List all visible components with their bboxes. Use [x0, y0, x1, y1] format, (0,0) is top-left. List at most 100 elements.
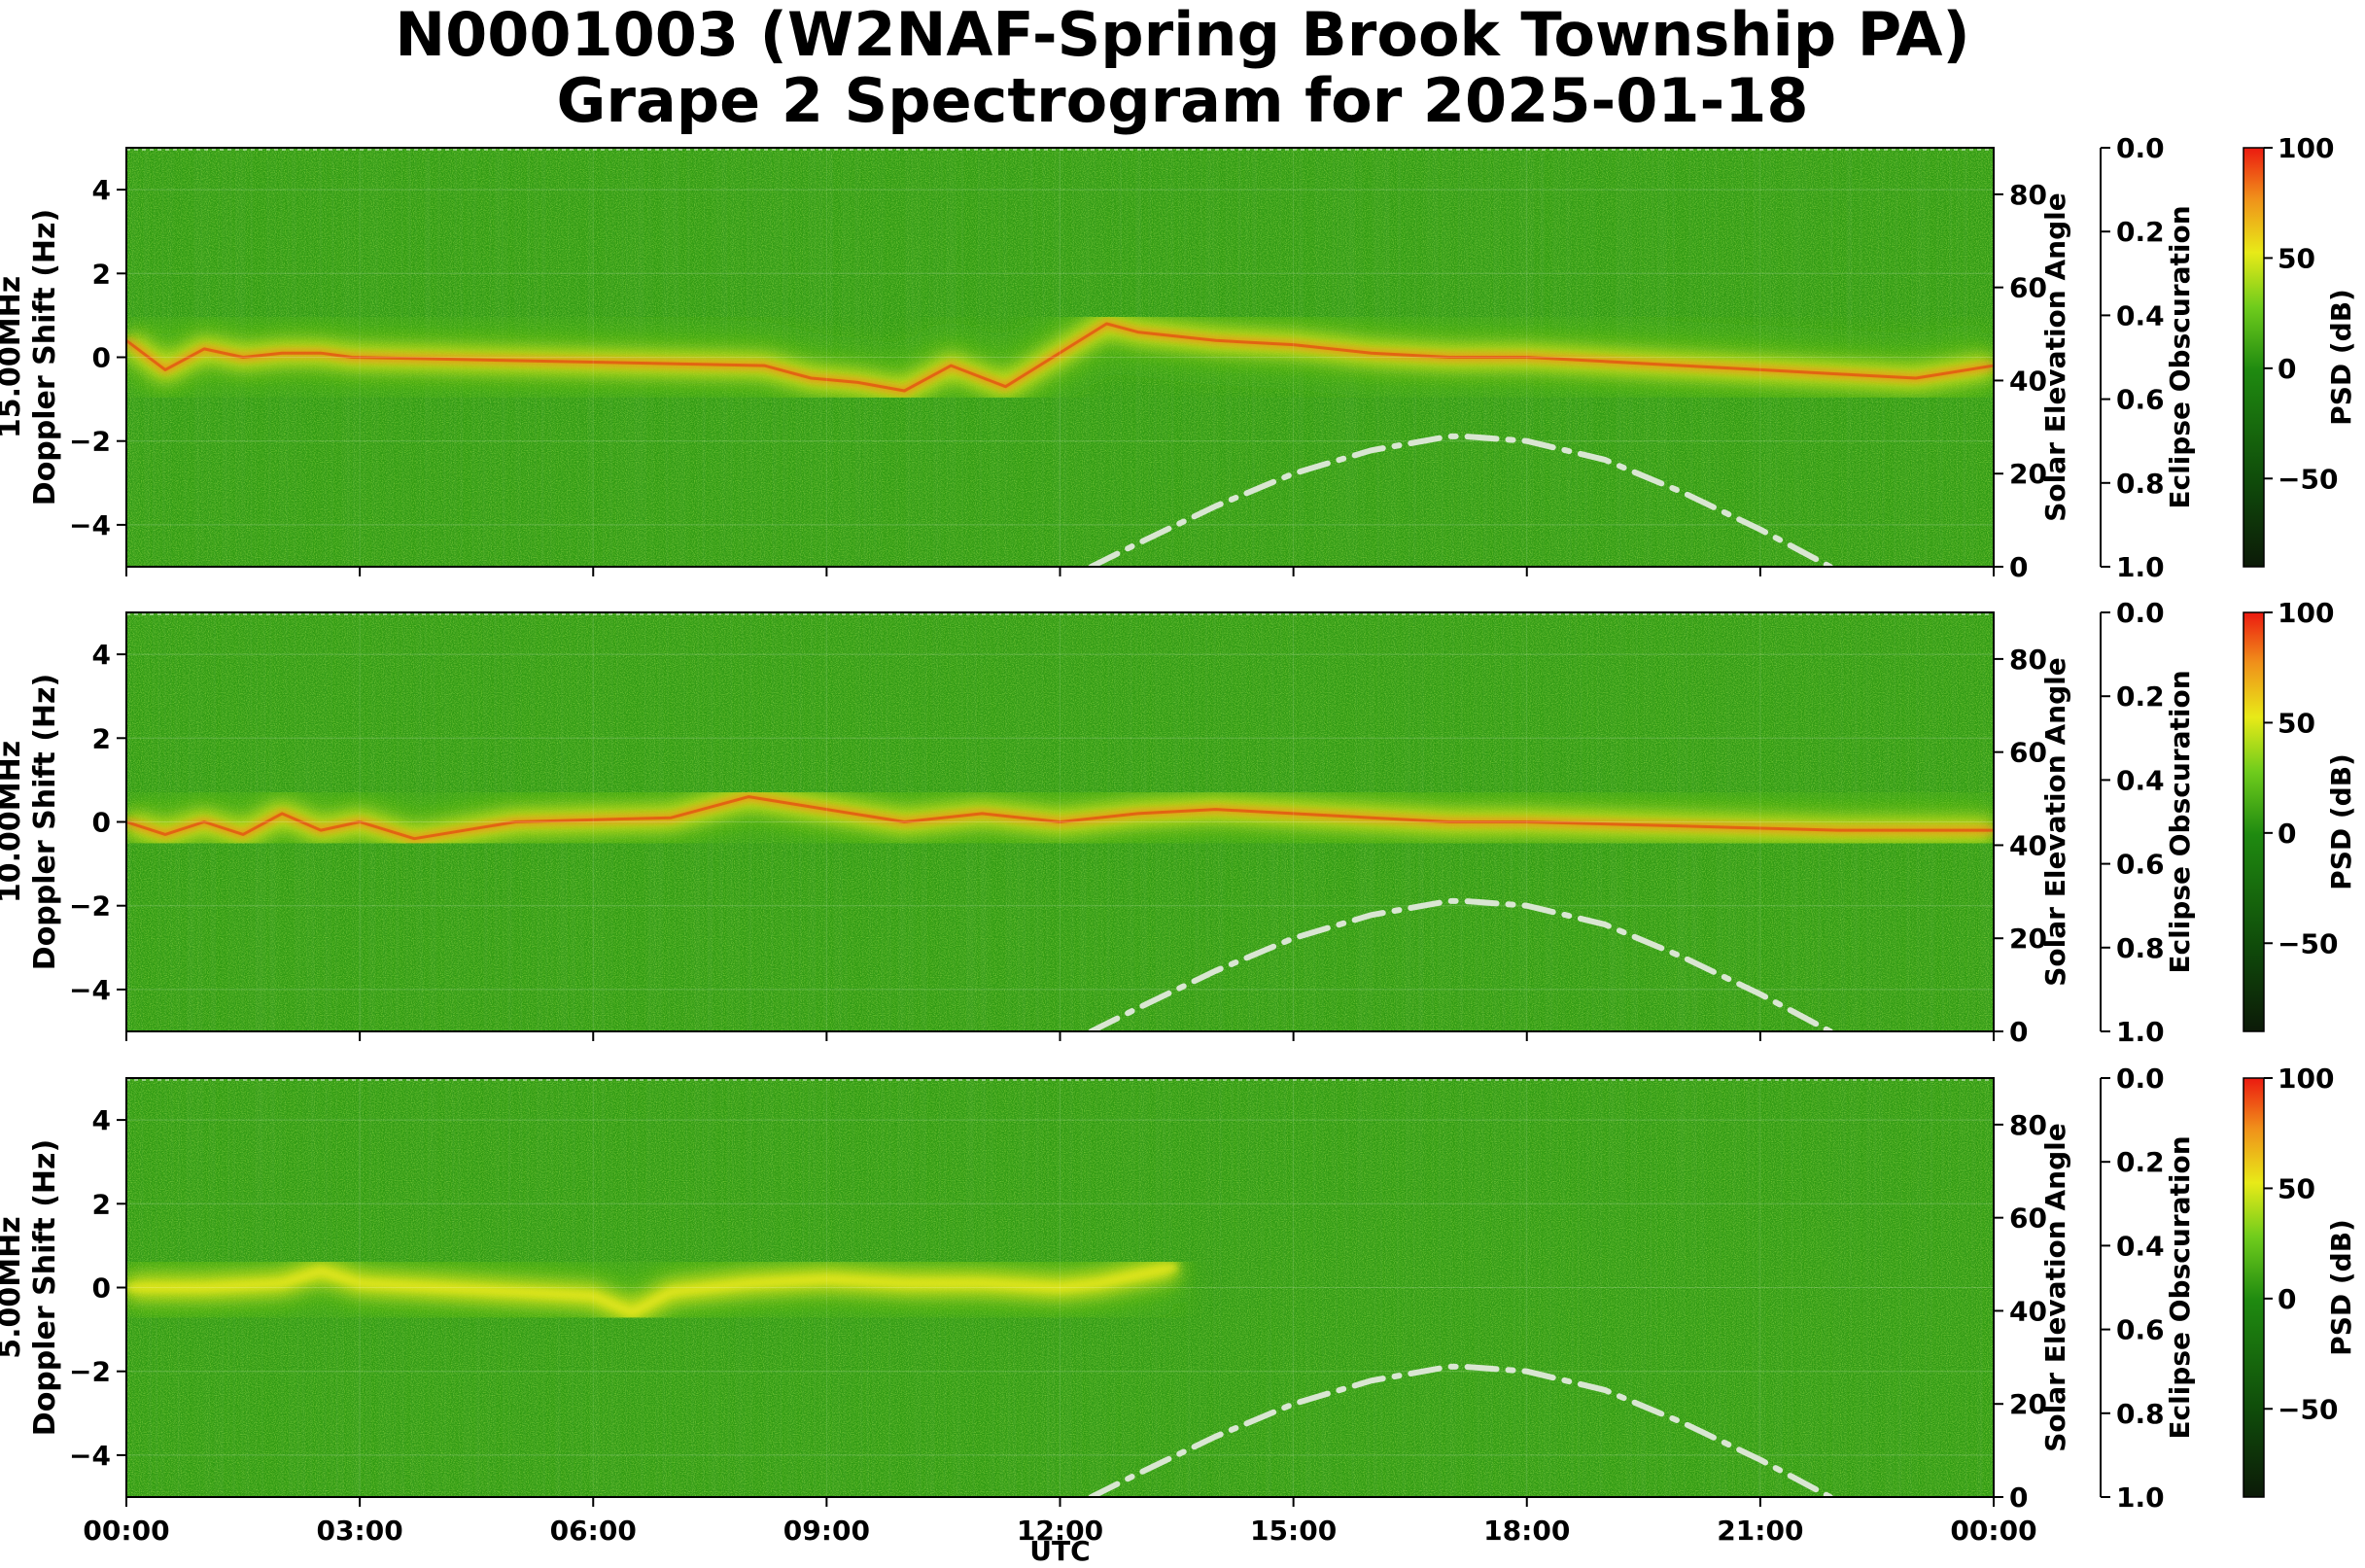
eclipse-tick-label: 0.0 [2116, 1063, 2165, 1095]
y-axis-label-line-2: Doppler Shift (Hz) [28, 209, 62, 505]
solar-axis-label: Solar Elevation Angle [2039, 192, 2071, 521]
colorbar-tick-label: 0 [2278, 818, 2296, 850]
colorbar-tick-label: −50 [2278, 463, 2338, 495]
doppler-trace-line [126, 1263, 1178, 1316]
y-axis-label: 15.00MHzDoppler Shift (Hz) [0, 209, 62, 505]
colorbar [2243, 1077, 2265, 1498]
y-axis-label-line-1: 15.00MHz [0, 276, 27, 438]
eclipse-tick-label: 0.2 [2116, 1146, 2165, 1178]
solar-tick-label: 20 [2009, 923, 2047, 955]
eclipse-tick-label: 0.8 [2116, 1398, 2165, 1430]
colorbar [2243, 611, 2265, 1032]
y-axis-label: 10.00MHzDoppler Shift (Hz) [0, 674, 62, 970]
solar-tick-label: 60 [2009, 1202, 2047, 1235]
colorbar-tick-label: −50 [2278, 1393, 2338, 1425]
doppler-trace-core [126, 795, 1994, 841]
eclipse-axis-label: Eclipse Obscuration [2164, 1135, 2196, 1439]
eclipse-tick-label: 0.0 [2116, 132, 2165, 164]
solar-tick-label: 80 [2009, 1109, 2047, 1141]
y-tick-label: 0 [92, 1272, 111, 1305]
x-tick-label: 09:00 [783, 1515, 870, 1547]
x-tick-label: 06:00 [550, 1515, 637, 1547]
x-tick-label: 18:00 [1483, 1515, 1570, 1547]
colorbar-tick-label: 50 [2278, 242, 2315, 274]
solar-elevation-curve [1088, 1363, 1833, 1497]
solar-tick-label: 0 [2009, 551, 2028, 583]
solar-tick-label: 60 [2009, 272, 2047, 304]
eclipse-tick-label: 0.6 [2116, 1314, 2165, 1346]
y-axis-label: 5.00MHzDoppler Shift (Hz) [0, 1139, 62, 1436]
colorbar [2243, 147, 2265, 568]
y-axis-label-line-1: 10.00MHz [0, 741, 27, 903]
eclipse-tick-label: 0.2 [2116, 680, 2165, 713]
y-tick-label: −4 [69, 509, 111, 541]
solar-elevation-curve [1088, 897, 1833, 1031]
colorbar-tick-label: −50 [2278, 927, 2338, 959]
eclipse-tick-label: 0.6 [2116, 384, 2165, 416]
colorbar-label: PSD (dB) [2325, 1219, 2357, 1356]
y-tick-label: −2 [69, 1356, 111, 1388]
eclipse-axis-label: Eclipse Obscuration [2164, 670, 2196, 973]
spectrogram-panel-5.00MHz: −4 −2 0 2 4 5.00MHzDoppler Shift (Hz) 0 20 40 60 8… [0, 1063, 2357, 1547]
eclipse-tick-label: 0.4 [2116, 764, 2165, 796]
eclipse-tick-label: 0.4 [2116, 1230, 2165, 1262]
eclipse-tick-label: 0.8 [2116, 932, 2165, 964]
colorbar-tick-label: 0 [2278, 353, 2296, 385]
solar-elevation-curve [1088, 433, 1833, 567]
y-tick-label: 4 [92, 639, 111, 671]
y-tick-label: −4 [69, 1440, 111, 1472]
x-axis-label: UTC [1029, 1535, 1090, 1567]
solar-tick-label: 40 [2009, 829, 2047, 861]
figure-title: N0001003 (W2NAF-Spring Brook Township PA… [0, 2, 2365, 134]
y-axis-label-line-2: Doppler Shift (Hz) [28, 674, 62, 970]
eclipse-tick-label: 0.0 [2116, 597, 2165, 629]
spectrogram-image [126, 612, 1994, 1031]
y-tick-label: 0 [92, 807, 111, 839]
solar-axis-label: Solar Elevation Angle [2039, 657, 2071, 986]
x-tick-label: 03:00 [317, 1515, 403, 1547]
doppler-trace-core [126, 322, 1994, 393]
y-tick-label: −2 [69, 426, 111, 458]
colorbar-tick-label: 50 [2278, 707, 2315, 739]
y-tick-label: 2 [92, 258, 111, 290]
x-tick-label: 15:00 [1250, 1515, 1337, 1547]
spectrogram-panel-15.00MHz: −4 −2 0 2 4 15.00MHzDoppler Shift (Hz) 0 20 40 60… [0, 132, 2357, 583]
eclipse-tick-label: 1.0 [2116, 1481, 2165, 1514]
colorbar-tick-label: 0 [2278, 1283, 2296, 1315]
x-tick-label: 00:00 [83, 1515, 169, 1547]
colorbar-tick-label: 100 [2278, 132, 2334, 164]
solar-tick-label: 60 [2009, 737, 2047, 769]
y-tick-label: 2 [92, 722, 111, 754]
eclipse-tick-label: 0.2 [2116, 216, 2165, 248]
solar-tick-label: 20 [2009, 1388, 2047, 1420]
y-axis-label-line-2: Doppler Shift (Hz) [28, 1139, 62, 1436]
y-tick-label: 4 [92, 1104, 111, 1136]
y-tick-label: 4 [92, 174, 111, 206]
colorbar-tick-label: 50 [2278, 1172, 2315, 1204]
eclipse-tick-label: 1.0 [2116, 1016, 2165, 1048]
colorbar-label: PSD (dB) [2325, 289, 2357, 426]
eclipse-axis-label: Eclipse Obscuration [2164, 205, 2196, 508]
eclipse-tick-label: 0.8 [2116, 468, 2165, 500]
colorbar-label: PSD (dB) [2325, 753, 2357, 890]
solar-tick-label: 80 [2009, 644, 2047, 676]
eclipse-tick-label: 0.6 [2116, 849, 2165, 881]
eclipse-tick-label: 0.4 [2116, 299, 2165, 331]
y-tick-label: −4 [69, 974, 111, 1006]
y-tick-label: 2 [92, 1188, 111, 1220]
x-tick-label: 12:00 [1017, 1515, 1103, 1547]
spectrogram-image [126, 148, 1994, 567]
solar-tick-label: 0 [2009, 1016, 2028, 1048]
solar-tick-label: 40 [2009, 365, 2047, 397]
x-tick-label: 21:00 [1717, 1515, 1803, 1547]
y-axis-label-line-1: 5.00MHz [0, 1216, 27, 1358]
solar-tick-label: 40 [2009, 1295, 2047, 1327]
eclipse-tick-label: 1.0 [2116, 551, 2165, 583]
title-line-2: Grape 2 Spectrogram for 2025-01-18 [556, 65, 1809, 136]
colorbar-tick-label: 100 [2278, 1063, 2334, 1095]
spectrogram-panel-10.00MHz: −4 −2 0 2 4 10.00MHzDoppler Shift (Hz) 0 20 40 60… [0, 597, 2357, 1048]
title-line-1: N0001003 (W2NAF-Spring Brook Township PA… [395, 0, 1970, 70]
y-tick-label: −2 [69, 890, 111, 923]
solar-tick-label: 20 [2009, 458, 2047, 490]
